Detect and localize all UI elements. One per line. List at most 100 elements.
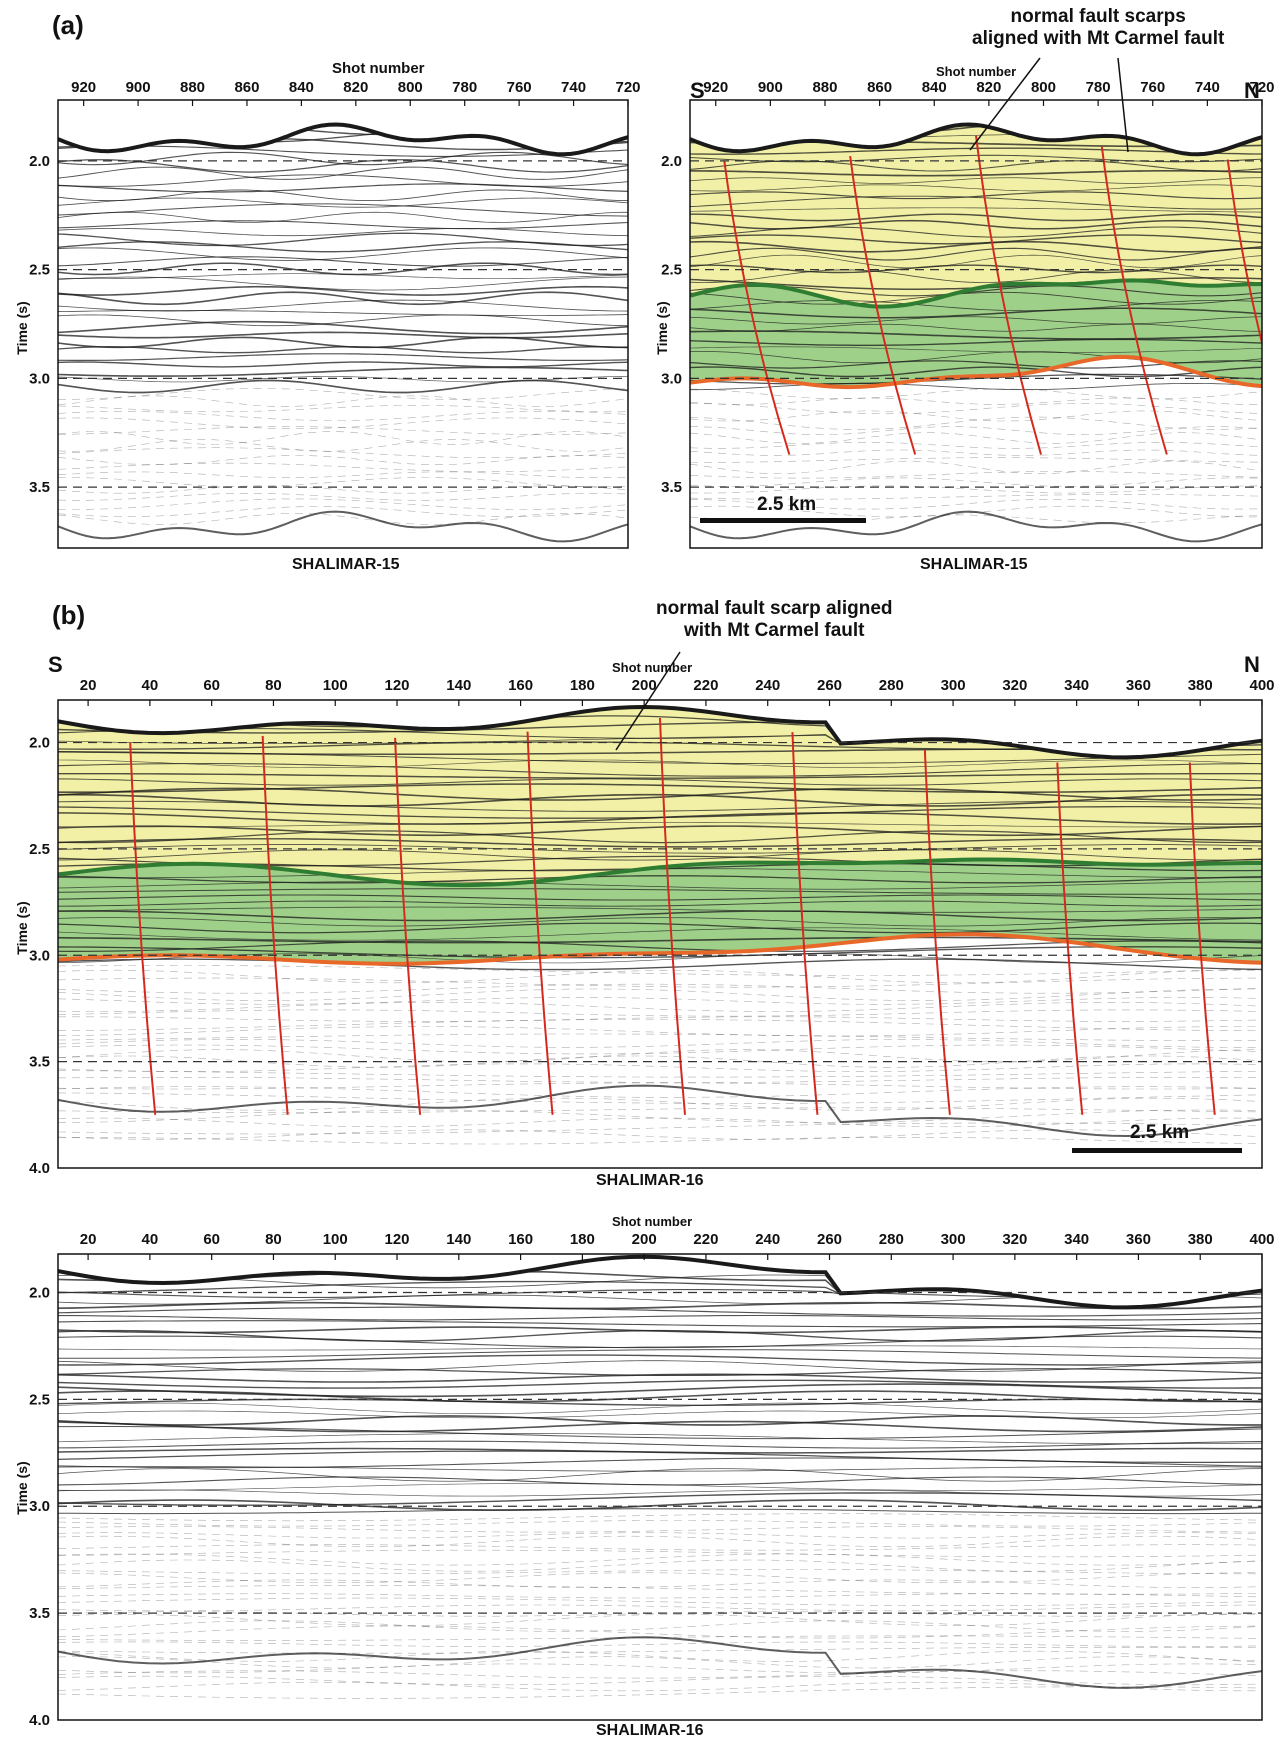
base-horizon	[690, 354, 1262, 390]
shot-tick-label: 380	[1188, 1231, 1213, 1248]
reflector-line	[58, 366, 628, 377]
south-label-b: S	[48, 652, 63, 677]
reflector-line	[58, 361, 628, 368]
reflector-line	[58, 159, 628, 173]
reflector-line	[58, 1611, 1262, 1617]
panel-frame	[57, 99, 629, 549]
reflector-line	[58, 787, 1262, 801]
reflector-line	[58, 1549, 1262, 1558]
reflector-line	[58, 1675, 1262, 1686]
reflector-line	[58, 1544, 1262, 1551]
reflector-line	[690, 416, 1262, 430]
reflector-line	[58, 1597, 1262, 1606]
shot-tick-label: 340	[1064, 677, 1089, 694]
shot-tick-label: 360	[1126, 677, 1151, 694]
reflector-line	[58, 900, 1262, 907]
reflector-line	[58, 881, 1262, 890]
section-name-a-right: SHALIMAR-15	[920, 556, 1028, 573]
reflector-line	[58, 1137, 1262, 1145]
seafloor-multiple	[690, 510, 1262, 543]
reflector-line	[690, 323, 1262, 332]
reflector-line	[690, 410, 1262, 422]
reflector-line	[690, 460, 1262, 475]
reflector-line	[690, 514, 1262, 524]
reflector-line	[58, 1532, 1262, 1539]
reflector-line	[58, 958, 1262, 971]
shot-tick-label: 900	[758, 79, 783, 96]
time-tick-label: 3.0	[29, 370, 50, 387]
reflector-line	[58, 1650, 1262, 1662]
reflector-line	[58, 751, 1262, 765]
reflector-line	[58, 1508, 1262, 1515]
reflector-line	[58, 1033, 1262, 1041]
reflector-line	[690, 432, 1262, 444]
shot-tick-label: 760	[1140, 79, 1165, 96]
reflector-line	[58, 894, 1262, 901]
shot-tick-label: 800	[398, 79, 423, 96]
shot-tick-label: 180	[570, 1231, 595, 1248]
north-label: N	[1244, 78, 1260, 103]
reflector-line	[58, 310, 628, 316]
shot-tick-label: 200	[632, 677, 657, 694]
scale-bar-label-a: 2.5 km	[757, 494, 817, 515]
reflector-line	[58, 183, 628, 193]
seafloor-reflector	[58, 1254, 1262, 1310]
reflector-line	[58, 439, 628, 452]
shot-tick-label: 780	[452, 79, 477, 96]
reflector-line	[58, 462, 628, 472]
shot-tick-label: 300	[941, 1231, 966, 1248]
reflector-line	[58, 1354, 1262, 1366]
reflector-line	[58, 922, 1262, 934]
reflector-line	[58, 1593, 1262, 1599]
base-horizon	[58, 932, 1262, 966]
reflector-line	[58, 285, 628, 296]
fault-annotation-a-line1: normal fault scarps	[1010, 6, 1186, 27]
reflector-line	[58, 1410, 1262, 1419]
panel-content-b-raw	[58, 1254, 1262, 1699]
shot-tick-label: 860	[867, 79, 892, 96]
shot-tick-label: 300	[941, 677, 966, 694]
shot-tick-label: 360	[1126, 1231, 1151, 1248]
reflector-line	[58, 241, 628, 253]
reflector-line	[58, 1335, 1262, 1349]
reflector-line	[58, 1656, 1262, 1669]
reflector-line	[58, 1526, 1262, 1533]
shot-tick-label: 840	[289, 79, 314, 96]
reflector-line	[58, 1476, 1262, 1486]
scale-bar-label-b: 2.5 km	[1130, 1122, 1190, 1143]
reflector-line	[58, 1117, 1262, 1128]
reflector-line	[690, 247, 1262, 261]
reflector-line	[58, 1513, 1262, 1522]
reflector-line	[58, 320, 628, 335]
reflector-line	[58, 455, 628, 466]
time-tick-label: 2.0	[29, 735, 50, 752]
seafloor-reflector	[690, 122, 1262, 157]
reflector-line	[58, 1070, 1262, 1078]
time-tick-label: 2.5	[661, 262, 682, 279]
fault-annotation-a: normal fault scarps aligned with Mt Carm…	[972, 6, 1224, 50]
reflector-line	[58, 969, 1262, 984]
shot-tick-label: 760	[507, 79, 532, 96]
time-tick-label: 3.5	[29, 1054, 50, 1071]
shot-tick-label: 900	[126, 79, 151, 96]
panel-frame	[689, 99, 1263, 549]
reflector-line	[58, 1326, 1262, 1334]
seafloor-multiple	[58, 1084, 1262, 1138]
reflector-line	[58, 910, 1262, 922]
shot-tick-label: 200	[632, 1231, 657, 1248]
shot-tick-label: 820	[343, 79, 368, 96]
reflector-line	[690, 226, 1262, 238]
panel-b-label: (b)	[52, 600, 86, 630]
reflector-line	[58, 1520, 1262, 1527]
reflector-line	[58, 759, 1262, 769]
reflector-line	[58, 431, 628, 445]
reflector-line	[690, 147, 1262, 156]
reflector-line	[58, 166, 628, 180]
reflector-line	[58, 417, 628, 430]
shot-tick-label: 140	[446, 677, 471, 694]
reflector-line	[690, 207, 1262, 213]
reflector-line	[690, 338, 1262, 346]
reflector-line	[58, 498, 628, 510]
shot-tick-label: 40	[142, 1231, 159, 1248]
shot-tick-label: 780	[1086, 79, 1111, 96]
